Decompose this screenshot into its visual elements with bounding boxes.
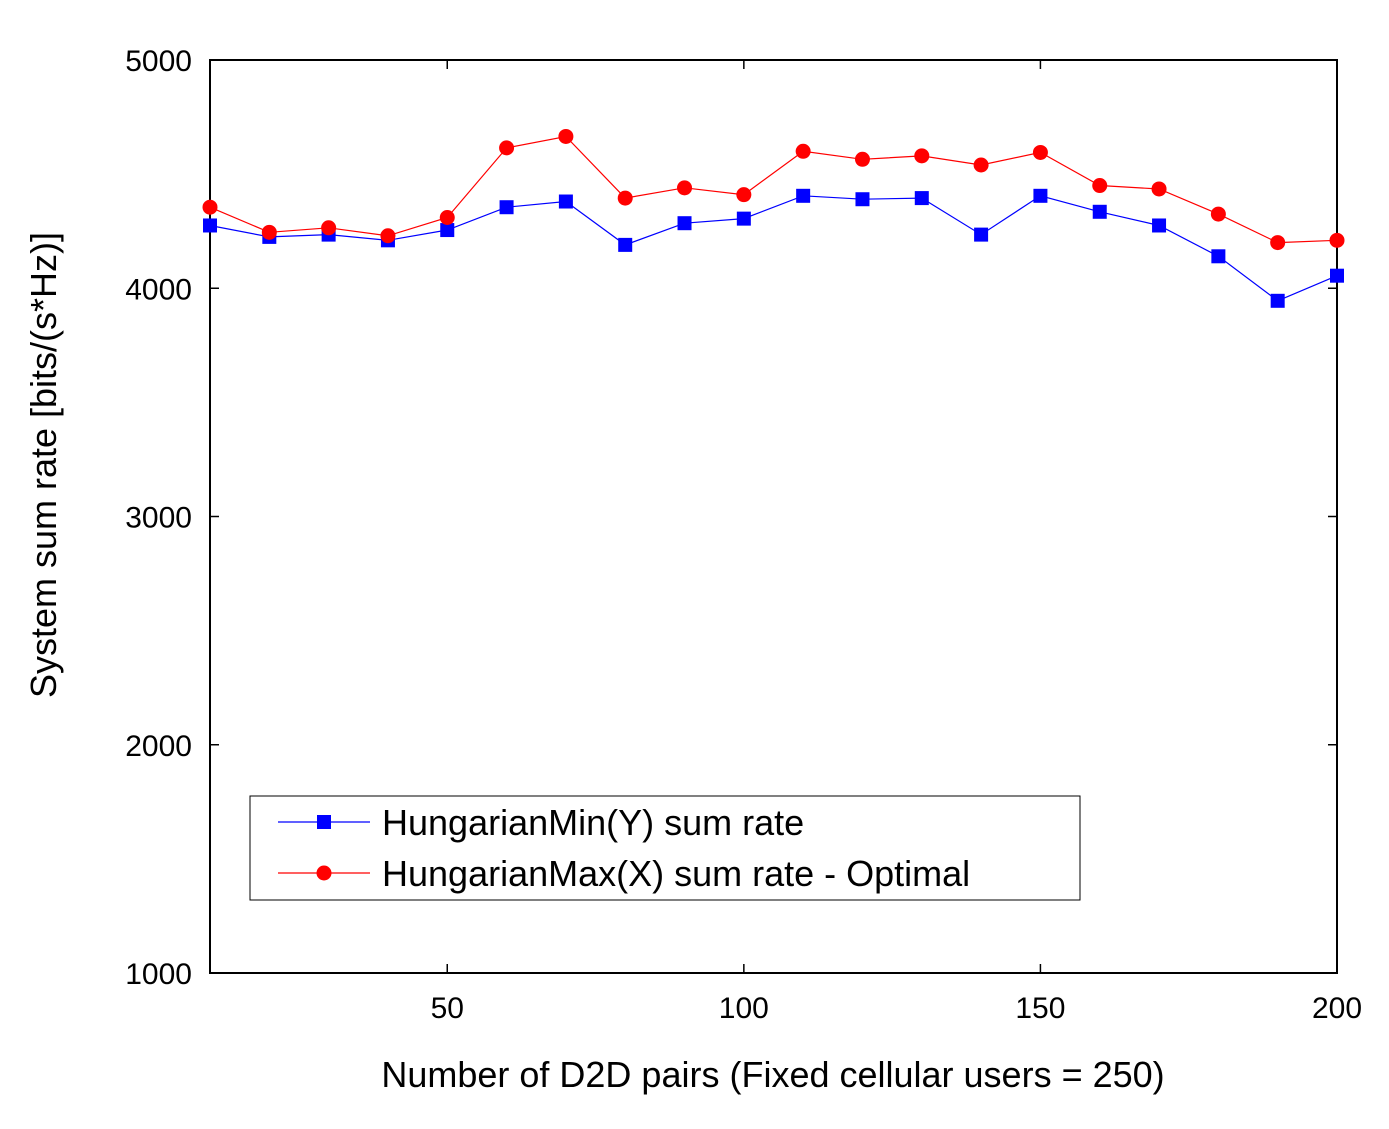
series-1-point <box>974 227 989 242</box>
legend-label-series-1: HungarianMin(Y) sum rate <box>382 802 804 843</box>
x-axis-title: Number of D2D pairs (Fixed cellular user… <box>381 1054 1164 1095</box>
series-2-point <box>380 228 396 244</box>
series-2-point <box>1092 178 1108 194</box>
x-tick-label: 150 <box>1015 992 1065 1025</box>
y-tick-label: 4000 <box>125 273 192 306</box>
legend-label-series-2: HungarianMax(X) sum rate - Optimal <box>382 853 970 894</box>
series-2-point <box>1032 144 1048 160</box>
y-axis-title: System sum rate [bits/(s*Hz)] <box>23 232 64 698</box>
series-1-point <box>914 191 929 206</box>
series-1-point <box>558 194 573 209</box>
series-1-point <box>855 192 870 207</box>
series-1-point <box>618 237 633 252</box>
series-line-1 <box>209 195 1338 302</box>
series-2-point <box>854 151 870 167</box>
series-2-point <box>1270 235 1286 251</box>
series-1-point <box>440 223 455 238</box>
series-2-point <box>617 190 633 206</box>
series-1-point <box>1152 218 1167 233</box>
series-2-point <box>914 148 930 164</box>
series-1-point <box>1033 188 1048 203</box>
series-2-point <box>499 140 515 156</box>
series-1-point <box>677 216 692 231</box>
series-2-point <box>736 187 752 203</box>
y-tick-label: 3000 <box>125 502 192 535</box>
legend-box <box>249 795 1081 901</box>
legend-marker-series-2 <box>316 865 332 881</box>
x-tick-label: 50 <box>431 992 464 1025</box>
y-tick-label: 2000 <box>125 730 192 763</box>
y-tick-label: 1000 <box>125 958 192 991</box>
series-1-point <box>1330 268 1344 283</box>
series-1-point <box>736 211 751 226</box>
legend: HungarianMin(Y) sum rate HungarianMax(X)… <box>249 795 1081 901</box>
x-tick-label: 100 <box>719 992 769 1025</box>
series-2-point <box>1210 206 1226 222</box>
y-tick-label: 5000 <box>125 45 192 78</box>
x-tick-label: 200 <box>1312 992 1362 1025</box>
series-1-point <box>203 218 217 233</box>
series-1-point <box>1270 293 1285 308</box>
legend-marker-series-1 <box>317 815 331 829</box>
series-2-point <box>558 128 574 144</box>
series-2-point <box>439 209 455 225</box>
series-1-point <box>499 200 514 215</box>
series-1-point <box>1211 249 1226 264</box>
series-2-point <box>973 157 989 173</box>
tick-labels: 1000 2000 3000 4000 5000 50 100 150 200 <box>125 45 1362 1025</box>
series-2-point <box>1329 232 1345 248</box>
series-layer <box>202 128 1345 308</box>
series-1-point <box>796 188 811 203</box>
plot-frame <box>209 59 1338 974</box>
series-2-point <box>1151 181 1167 197</box>
series-2-point <box>321 220 337 236</box>
series-line-2 <box>209 135 1338 244</box>
series-2-point <box>795 143 811 159</box>
series-1-point <box>1092 204 1107 219</box>
series-2-point <box>261 224 277 240</box>
series-2-point <box>202 199 218 215</box>
series-2-point <box>677 180 693 196</box>
